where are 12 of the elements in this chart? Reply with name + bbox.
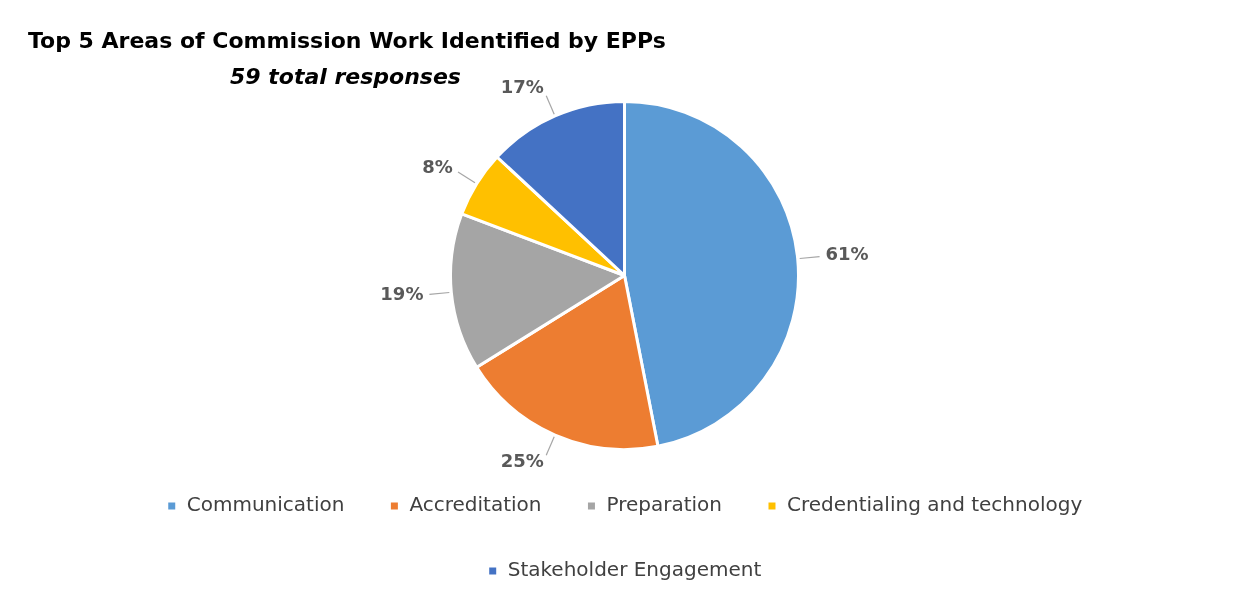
chart-subtitle: 59 total responses <box>230 64 461 89</box>
legend-label: Credentialing and technology <box>786 492 1083 517</box>
legend-label: Communication <box>186 492 345 517</box>
data-label: 19% <box>380 282 424 304</box>
data-label: 17% <box>500 76 544 98</box>
legend-label: Stakeholder Engagement <box>507 557 762 582</box>
data-label: 8% <box>422 155 453 177</box>
legend-label: Accreditation <box>409 492 542 517</box>
data-label: 61% <box>825 243 869 265</box>
chart-title: Top 5 Areas of Commission Work Identified by EPPs <box>28 28 666 53</box>
legend-label: Preparation <box>606 492 722 517</box>
data-label: 25% <box>500 450 544 472</box>
